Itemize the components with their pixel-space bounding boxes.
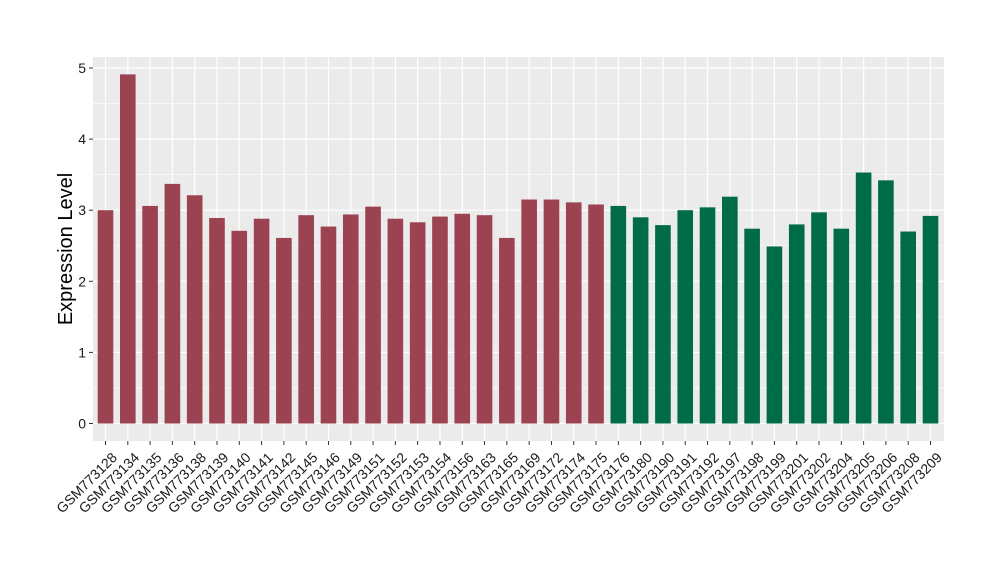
bar-GSM773165 <box>499 237 515 424</box>
bar-GSM773163 <box>476 215 493 424</box>
bar-GSM773174 <box>565 202 582 424</box>
bar-GSM773134 <box>119 74 136 424</box>
bar-GSM773135 <box>142 205 158 424</box>
bar-GSM773208 <box>900 231 917 424</box>
y-tick-label: 1 <box>78 344 86 360</box>
bar-GSM773198 <box>744 228 760 424</box>
bar-GSM773151 <box>365 206 381 424</box>
x-axis: GSM773128GSM773134GSM773135GSM773136GSM7… <box>53 441 945 516</box>
y-tick-label: 3 <box>78 202 86 218</box>
bar-GSM773202 <box>811 212 827 424</box>
bar-GSM773197 <box>722 196 738 424</box>
bars <box>97 74 939 424</box>
y-tick-label: 5 <box>78 60 86 76</box>
bar-GSM773206 <box>878 180 894 424</box>
bar-GSM773156 <box>454 213 471 424</box>
bar-GSM773169 <box>521 199 537 424</box>
y-axis: 0 1 2 3 4 5 <box>78 60 93 432</box>
bar-GSM773201 <box>788 224 805 424</box>
bar-GSM773146 <box>320 226 337 424</box>
bar-GSM773128 <box>97 210 114 424</box>
bar-GSM773140 <box>231 230 248 424</box>
bar-GSM773204 <box>833 228 850 424</box>
bar-GSM773145 <box>298 215 314 424</box>
bar-GSM773190 <box>655 225 671 424</box>
bar-GSM773172 <box>543 199 560 424</box>
bar-GSM773142 <box>276 237 292 424</box>
bar-GSM773138 <box>186 195 203 424</box>
y-axis-title: Expression Level <box>55 173 77 325</box>
bar-GSM773209 <box>922 215 939 424</box>
bar-GSM773175 <box>588 204 604 424</box>
bar-GSM773176 <box>610 205 627 424</box>
bar-GSM773192 <box>699 207 716 424</box>
bar-GSM773154 <box>432 216 448 424</box>
bar-GSM773136 <box>164 183 181 424</box>
bar-GSM773191 <box>677 210 694 424</box>
y-tick-label: 2 <box>78 273 86 289</box>
y-tick-label: 4 <box>78 131 86 147</box>
bar-GSM773199 <box>766 246 783 424</box>
y-tick-label: 0 <box>78 416 86 432</box>
bar-GSM773149 <box>342 214 359 424</box>
bar-GSM773152 <box>387 218 404 424</box>
bar-GSM773141 <box>253 218 270 424</box>
bar-GSM773139 <box>209 218 225 424</box>
bar-GSM773180 <box>632 217 649 424</box>
bar-GSM773205 <box>855 172 872 424</box>
bar-GSM773153 <box>409 222 426 424</box>
